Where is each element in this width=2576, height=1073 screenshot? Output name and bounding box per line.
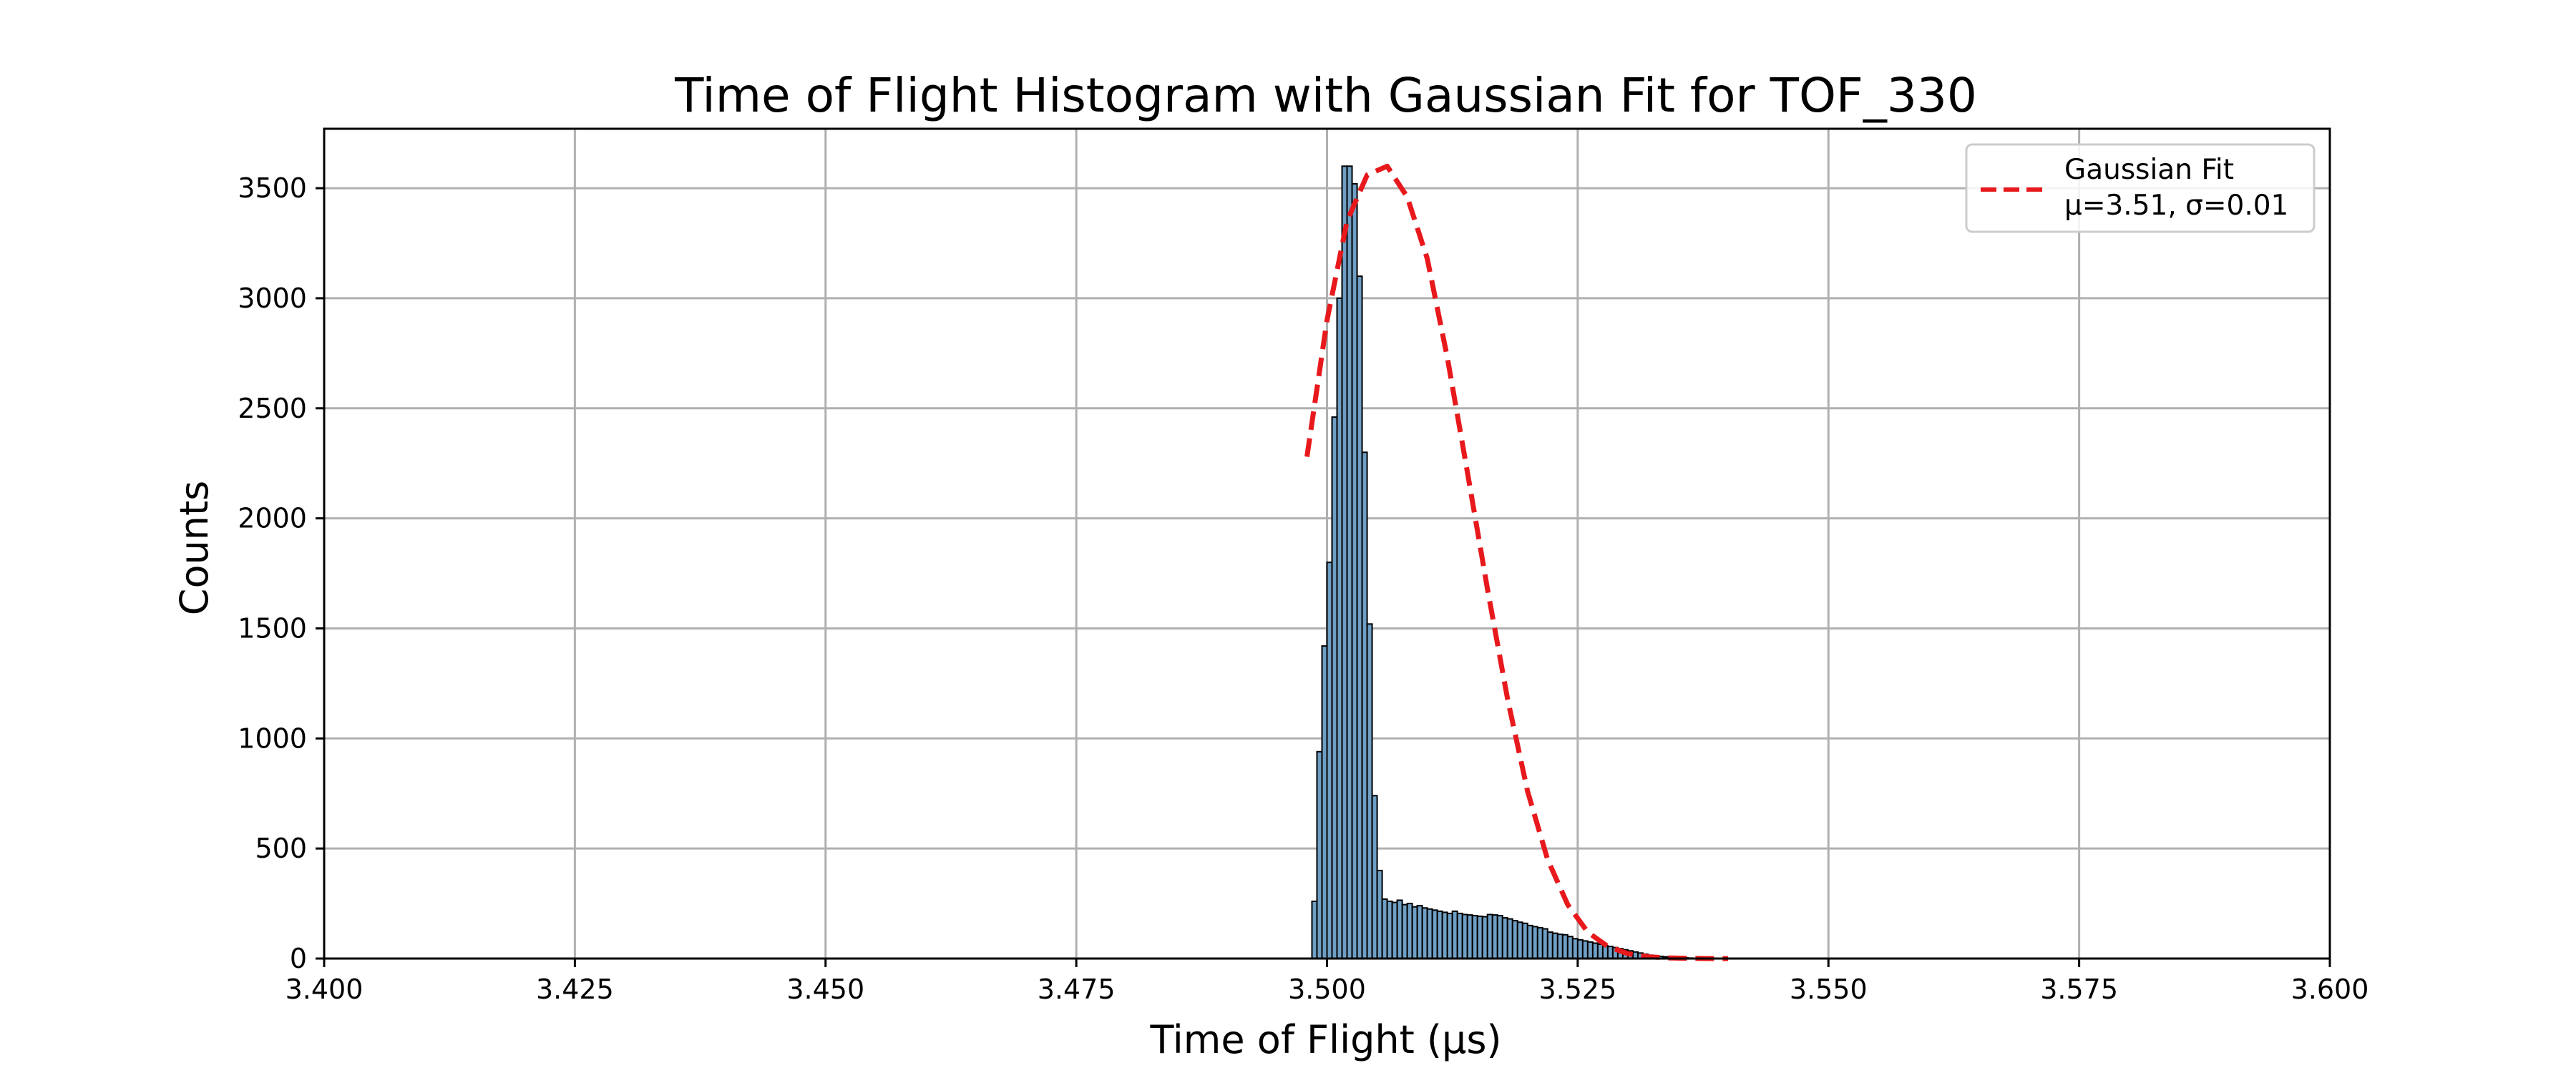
histogram-bar	[1566, 936, 1574, 959]
legend-fit-label: Gaussian Fit μ=3.51, σ=0.01	[2064, 154, 2288, 222]
histogram-bar	[1371, 795, 1378, 960]
y-tick-label: 2000	[238, 503, 307, 534]
y-axis-label: Counts	[172, 481, 217, 616]
histogram-bar	[1556, 934, 1563, 959]
histogram-bar	[1551, 932, 1558, 959]
histogram-bar	[1451, 910, 1458, 960]
y-tick-label: 1000	[238, 722, 307, 754]
histogram-bar	[1421, 907, 1428, 959]
histogram-bar	[1606, 946, 1614, 959]
histogram-bar	[1391, 901, 1398, 959]
y-tick-label: 3500	[238, 172, 307, 204]
histogram-bars	[1311, 165, 1699, 960]
histogram-bar	[1521, 922, 1528, 960]
histogram-bar	[1311, 901, 1318, 959]
histogram-bar	[1516, 921, 1523, 959]
histogram-bar	[1576, 939, 1584, 960]
x-tick-label: 3.400	[286, 974, 364, 1005]
x-tick-label: 3.575	[2040, 974, 2118, 1005]
histogram-bar	[1456, 912, 1463, 960]
y-tick-label: 1500	[238, 612, 307, 644]
histogram-bar	[1581, 940, 1589, 960]
histogram-bar	[1481, 916, 1488, 959]
histogram-bar	[1361, 451, 1368, 959]
histogram-bar	[1541, 928, 1548, 960]
histogram-bar	[1336, 297, 1343, 959]
y-tick-label: 500	[255, 833, 307, 864]
histogram-bar	[1511, 920, 1518, 959]
histogram-bar	[1536, 926, 1543, 960]
histogram-bar	[1316, 750, 1323, 960]
histogram-bar	[1586, 941, 1594, 960]
histogram-bar	[1386, 901, 1393, 959]
histogram-bar	[1446, 912, 1453, 960]
x-axis-ticks: 3.400 3.425 3.450 3.475 3.500 3.525 3.550 3.575…	[286, 959, 2369, 1005]
x-tick-label: 3.425	[536, 974, 614, 1005]
x-tick-label: 3.475	[1038, 974, 1116, 1005]
histogram-bar	[1346, 165, 1353, 959]
histogram-bar	[1416, 905, 1423, 959]
histogram-bar	[1561, 934, 1568, 960]
x-tick-label: 3.550	[1790, 974, 1868, 1005]
legend: Gaussian Fit μ=3.51, σ=0.01	[1965, 143, 2316, 233]
histogram-bar	[1401, 903, 1408, 959]
legend-line: μ=3.51, σ=0.01	[2064, 190, 2288, 222]
x-tick-label: 3.450	[786, 974, 864, 1005]
histogram-bar	[1431, 909, 1438, 960]
histogram-bar	[1491, 914, 1498, 959]
x-tick-label: 3.500	[1288, 974, 1366, 1005]
histogram-bar	[1326, 562, 1333, 959]
histogram-bar	[1571, 938, 1579, 960]
legend-line: Gaussian Fit	[2064, 154, 2234, 186]
histogram-bar	[1411, 906, 1418, 959]
histogram-bar	[1426, 908, 1433, 960]
gaussian-fit-curve	[1304, 163, 1729, 961]
histogram-bar	[1461, 913, 1468, 960]
histogram-bar	[1441, 911, 1448, 960]
histogram-bar	[1476, 915, 1483, 960]
x-tick-label: 3.600	[2291, 974, 2369, 1005]
histogram-bar	[1531, 926, 1538, 960]
histogram-bar	[1351, 182, 1358, 959]
histogram-bar	[1406, 903, 1413, 959]
histogram-bar	[1356, 275, 1363, 959]
histogram-bar	[1331, 416, 1338, 959]
y-axis-ticks: 0 500 1000 1500 2000 2500 3000 3500	[238, 172, 324, 974]
histogram-bar	[1486, 913, 1493, 960]
histogram-bar	[1501, 917, 1508, 959]
x-axis-label: Time of Flight (μs)	[1149, 1017, 1501, 1062]
histogram-bar	[1376, 869, 1383, 960]
histogram-bar	[1436, 910, 1443, 960]
histogram-bar	[1341, 165, 1348, 959]
y-tick-label: 0	[290, 943, 307, 974]
histogram-bar	[1366, 623, 1373, 959]
chart-title: Time of Flight Histogram with Gaussian F…	[674, 68, 1977, 123]
y-tick-label: 2500	[238, 393, 307, 424]
histogram-bar	[1526, 924, 1533, 960]
histogram-bar	[1591, 942, 1599, 960]
histogram-bar	[1506, 918, 1513, 959]
histogram-bar	[1396, 899, 1403, 960]
histogram-bar	[1381, 898, 1388, 960]
histogram-bar	[1496, 915, 1503, 959]
legend-box	[1965, 143, 2316, 233]
histogram-bar	[1471, 915, 1478, 959]
histogram-bar	[1321, 645, 1328, 959]
gaussian-fit-line	[1304, 163, 1729, 961]
histogram-bar	[1596, 944, 1604, 959]
histogram-bar	[1546, 931, 1553, 959]
histogram-bar	[1466, 914, 1473, 959]
y-tick-label: 3000	[238, 283, 307, 314]
x-tick-label: 3.525	[1538, 974, 1616, 1005]
